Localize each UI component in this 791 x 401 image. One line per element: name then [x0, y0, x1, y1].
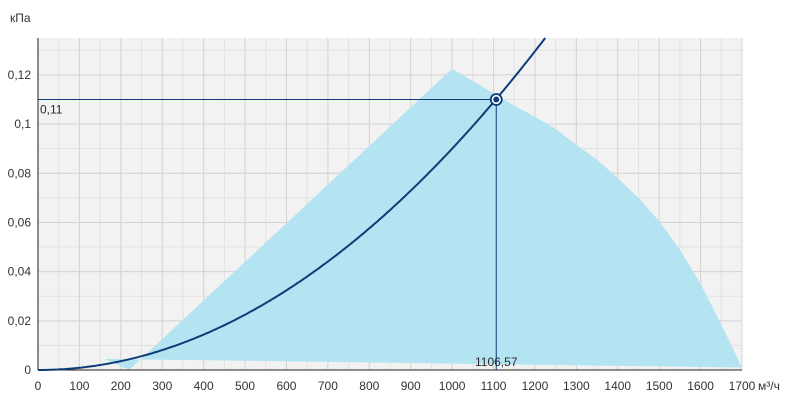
operating-point-x-label: 1106,57: [475, 355, 518, 369]
x-tick-label: 500: [235, 379, 255, 393]
x-tick-label: 800: [359, 379, 379, 393]
y-tick-label: 0,08: [8, 166, 32, 180]
x-tick-label: 600: [276, 379, 296, 393]
axes: [37, 38, 742, 371]
x-tick-label: 1200: [522, 379, 549, 393]
x-tick-label: 1500: [646, 379, 673, 393]
x-tick-label: 1700: [729, 379, 756, 393]
y-tick-labels: 0 0,02 0,04 0,06 0,08 0,1 0,12: [8, 68, 32, 377]
x-tick-label: 1000: [439, 379, 466, 393]
x-tick-labels: 0 100 200 300 400 500 600 700 800 900 1000 1100 1200…: [35, 379, 756, 393]
x-tick-label: 700: [318, 379, 338, 393]
x-tick-label: 1100: [481, 379, 507, 393]
x-tick-label: 0: [35, 379, 42, 393]
y-tick-label: 0,12: [8, 68, 32, 82]
operating-point-y-label: 0,11: [40, 102, 63, 116]
x-tick-label: 400: [194, 379, 214, 393]
x-tick-label: 100: [69, 379, 89, 393]
y-tick-label: 0,04: [8, 265, 32, 279]
operating-point-marker-center: [493, 96, 500, 103]
y-tick-label: 0,06: [8, 215, 32, 229]
x-tick-label: 1400: [604, 379, 631, 393]
system-curve: [38, 37, 546, 371]
x-tick-label: 300: [152, 379, 172, 393]
x-tick-label: 1600: [687, 379, 714, 393]
operating-range-area: [104, 68, 743, 370]
x-tick-label: 200: [111, 379, 131, 393]
y-tick-label: 0,1: [14, 117, 31, 131]
x-tick-label: 900: [401, 379, 421, 393]
y-axis-unit-label: кПа: [10, 11, 31, 25]
x-tick-label: 1300: [563, 379, 590, 393]
y-tick-label: 0,02: [8, 314, 32, 328]
y-tick-label: 0: [24, 363, 31, 377]
x-axis-unit-label: м³/ч: [758, 379, 780, 393]
